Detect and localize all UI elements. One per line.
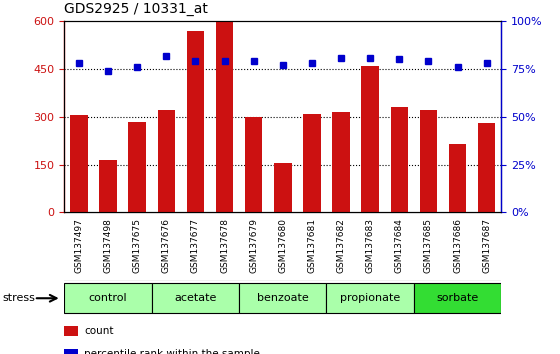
Bar bbox=[361, 66, 379, 212]
Text: GSM137685: GSM137685 bbox=[424, 218, 433, 273]
Bar bbox=[216, 21, 234, 212]
Bar bbox=[274, 163, 292, 212]
Text: GSM137498: GSM137498 bbox=[104, 218, 113, 273]
Bar bbox=[157, 110, 175, 212]
Bar bbox=[239, 283, 326, 313]
Bar bbox=[99, 160, 117, 212]
Bar bbox=[128, 122, 146, 212]
Text: GSM137681: GSM137681 bbox=[307, 218, 316, 273]
Text: GSM137687: GSM137687 bbox=[482, 218, 491, 273]
Text: GSM137497: GSM137497 bbox=[74, 218, 83, 273]
Bar bbox=[303, 114, 321, 212]
Text: GSM137684: GSM137684 bbox=[395, 218, 404, 273]
Text: percentile rank within the sample: percentile rank within the sample bbox=[84, 349, 260, 354]
Bar bbox=[152, 283, 239, 313]
Bar bbox=[419, 110, 437, 212]
Text: benzoate: benzoate bbox=[257, 293, 309, 303]
Text: GSM137679: GSM137679 bbox=[249, 218, 258, 273]
Text: GSM137678: GSM137678 bbox=[220, 218, 229, 273]
Text: GSM137676: GSM137676 bbox=[162, 218, 171, 273]
Text: GSM137682: GSM137682 bbox=[337, 218, 346, 273]
Bar bbox=[478, 123, 496, 212]
Bar bbox=[449, 144, 466, 212]
Bar bbox=[64, 326, 77, 336]
Text: count: count bbox=[84, 326, 114, 336]
Bar bbox=[70, 115, 88, 212]
Bar bbox=[326, 283, 414, 313]
Text: GSM137677: GSM137677 bbox=[191, 218, 200, 273]
Text: propionate: propionate bbox=[340, 293, 400, 303]
Bar bbox=[245, 117, 263, 212]
Bar bbox=[332, 112, 350, 212]
Text: control: control bbox=[89, 293, 127, 303]
Text: acetate: acetate bbox=[174, 293, 217, 303]
Bar bbox=[390, 107, 408, 212]
Bar bbox=[64, 349, 77, 354]
Text: sorbate: sorbate bbox=[436, 293, 479, 303]
Bar bbox=[414, 283, 501, 313]
Text: GSM137680: GSM137680 bbox=[278, 218, 287, 273]
Text: GDS2925 / 10331_at: GDS2925 / 10331_at bbox=[64, 2, 208, 16]
Text: stress: stress bbox=[3, 293, 36, 303]
Text: GSM137675: GSM137675 bbox=[133, 218, 142, 273]
Bar bbox=[186, 31, 204, 212]
Text: GSM137683: GSM137683 bbox=[366, 218, 375, 273]
Text: GSM137686: GSM137686 bbox=[453, 218, 462, 273]
Bar bbox=[64, 283, 152, 313]
